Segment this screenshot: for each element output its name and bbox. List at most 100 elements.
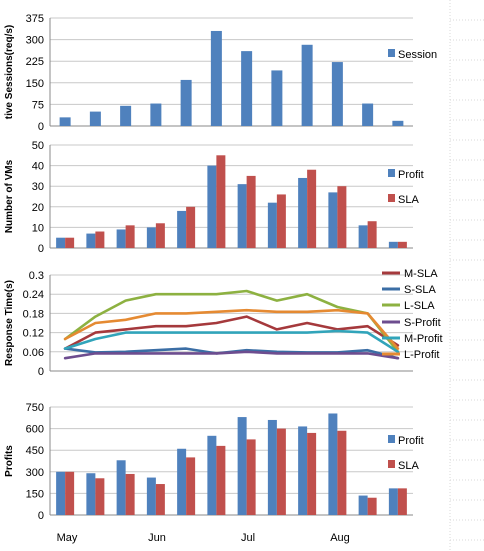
bar-profit xyxy=(328,192,338,248)
legend-label: M-Profit xyxy=(404,333,443,345)
bar-sla xyxy=(276,428,286,515)
legend-marker xyxy=(388,169,395,177)
legend-label: Profit xyxy=(398,435,424,447)
bar-sla xyxy=(397,241,407,248)
month-label: May xyxy=(57,532,78,544)
bar-session xyxy=(331,62,343,126)
bar-profit xyxy=(298,177,308,248)
month-axis: May Jun Jul Aug xyxy=(57,532,350,544)
legend-label: Profit xyxy=(398,169,424,181)
bar-sla xyxy=(276,194,286,248)
bar-session xyxy=(89,111,101,126)
bar-profit xyxy=(177,210,187,248)
bar-sla xyxy=(367,221,377,248)
legend-label: SLA xyxy=(398,194,419,206)
bar-profit xyxy=(388,488,398,515)
y-tick-label: 225 xyxy=(26,56,44,68)
bar-sla xyxy=(95,231,105,248)
series-line-m-sla xyxy=(63,315,400,350)
y-tick-label: 600 xyxy=(26,424,44,436)
y-tick-label: 20 xyxy=(32,202,44,214)
bar-profit xyxy=(328,413,338,515)
bar-profit xyxy=(177,448,187,515)
bar-profit xyxy=(86,473,96,515)
y-tick-label: 375 xyxy=(26,13,44,25)
legend-label: L-SLA xyxy=(404,300,435,312)
month-label: Jun xyxy=(148,532,166,544)
bar-profit xyxy=(146,477,156,515)
bar-profit xyxy=(267,202,277,248)
y-tick-label: 75 xyxy=(32,99,44,111)
legend-label: M-SLA xyxy=(404,268,438,280)
legend-label: Session xyxy=(398,49,437,61)
bar-session xyxy=(392,120,404,126)
y-tick-label: 0 xyxy=(38,510,44,522)
bar-profit xyxy=(298,426,308,515)
legend-label: S-SLA xyxy=(404,284,436,296)
bar-sla xyxy=(246,439,256,515)
y-tick-label: 0.18 xyxy=(23,308,44,320)
y-axis-label: tive Sessions(req/s) xyxy=(4,25,15,119)
y-tick-label: 0.12 xyxy=(23,328,44,340)
y-tick-label: 0.24 xyxy=(23,289,44,301)
bar-sla xyxy=(155,223,165,248)
legend-label: S-Profit xyxy=(404,317,441,329)
y-tick-label: 150 xyxy=(26,488,44,500)
month-label: Aug xyxy=(330,532,350,544)
bar-profit xyxy=(207,165,217,248)
bar-session xyxy=(120,105,132,126)
y-axis-label: Response Time(s) xyxy=(4,280,15,366)
bar-sla xyxy=(125,473,135,515)
bar-sla xyxy=(397,488,407,515)
bar-profit xyxy=(116,229,126,248)
y-tick-label: 50 xyxy=(32,140,44,152)
legend-marker xyxy=(388,49,395,57)
bar-sla xyxy=(337,186,347,248)
bar-session xyxy=(180,79,192,126)
bar-profit xyxy=(388,241,398,248)
bar-session xyxy=(59,117,71,126)
bar-profit xyxy=(146,227,156,248)
bar-sla xyxy=(216,155,226,248)
chart-panel-3: 0 0.06 0.12 0.18 0.24 0.3 Response Time(s) M-SL… xyxy=(4,268,443,378)
y-tick-label: 750 xyxy=(26,402,44,414)
spreadsheet-gridlines xyxy=(449,0,484,551)
bar-profit xyxy=(237,184,247,248)
series-line-l-sla xyxy=(63,289,400,354)
legend-marker xyxy=(388,194,395,202)
bar-session xyxy=(301,44,313,127)
bar-sla xyxy=(216,445,226,515)
legend-marker xyxy=(388,435,395,443)
y-tick-label: 0 xyxy=(38,243,44,255)
bar-session xyxy=(210,30,222,126)
series-line-s-profit xyxy=(63,350,400,360)
bar-session xyxy=(271,70,283,126)
legend-marker xyxy=(388,460,395,468)
bar-sla xyxy=(337,430,347,515)
bar-sla xyxy=(155,484,165,515)
bar-profit xyxy=(237,417,247,515)
bar-profit xyxy=(56,237,66,248)
bar-sla xyxy=(367,497,377,515)
y-tick-label: 40 xyxy=(32,161,44,173)
y-tick-label: 10 xyxy=(32,222,44,234)
bar-sla xyxy=(125,225,135,248)
chart-panel-1: 0 75 150 225 300 375 tive Sessions(req/s) Sessi… xyxy=(4,13,437,133)
y-tick-label: 0 xyxy=(38,366,44,378)
y-tick-label: 0.3 xyxy=(29,270,44,282)
bar-sla xyxy=(95,478,105,515)
chart-panels: 0 75 150 225 300 375 tive Sessions(req/s) Sessi… xyxy=(4,13,443,522)
month-label: Jul xyxy=(241,532,255,544)
y-tick-label: 150 xyxy=(26,78,44,90)
chart-panel-2: 0 10 20 30 40 50 Number of VMs Profit SLA xyxy=(4,140,424,255)
series-line-m-profit xyxy=(63,329,400,354)
bar-sla xyxy=(307,169,317,248)
y-tick-label: 0 xyxy=(38,121,44,133)
bar-sla xyxy=(307,432,317,515)
bar-session xyxy=(150,103,162,126)
bar-profit xyxy=(267,419,277,515)
bar-profit xyxy=(86,233,96,248)
y-tick-label: 300 xyxy=(26,35,44,47)
y-tick-label: 300 xyxy=(26,467,44,479)
y-axis-label: Profits xyxy=(4,445,15,477)
